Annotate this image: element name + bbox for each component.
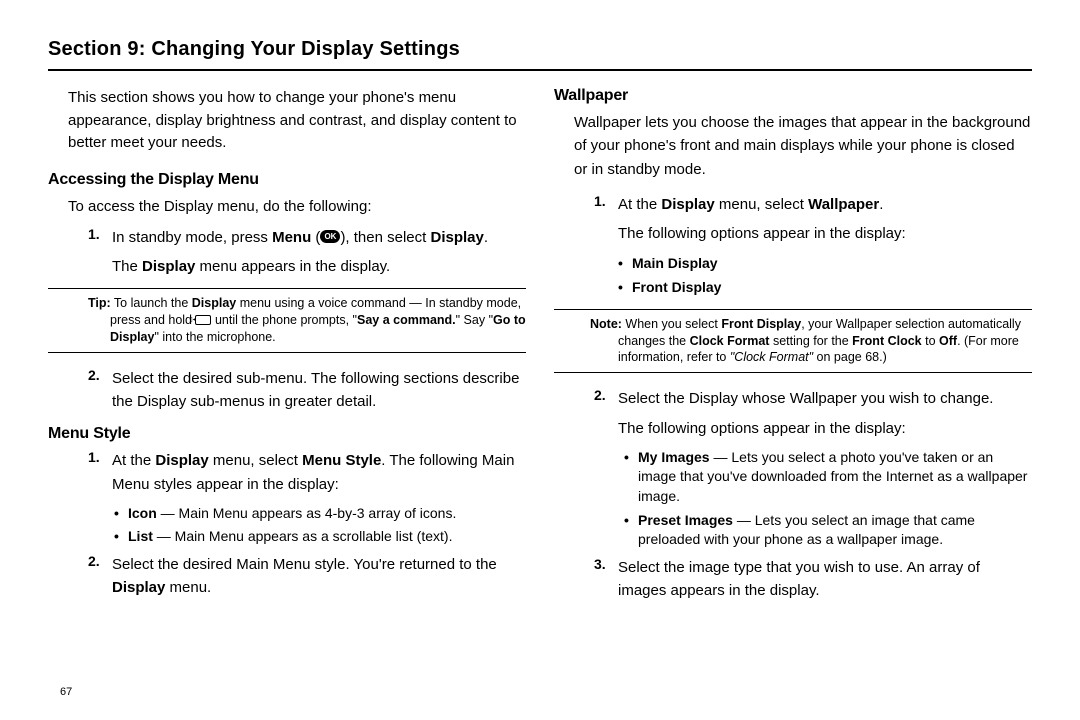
bold: Wallpaper — [808, 196, 879, 213]
bold: List — [128, 528, 153, 544]
title-rule — [48, 69, 1032, 71]
bold: Icon — [128, 505, 157, 521]
wallpaper-step-1: 1. At the Display menu, select Wallpaper… — [554, 193, 1032, 246]
bold: Say a command. — [357, 313, 456, 327]
accessing-step-2: 2. Select the desired sub-menu. The foll… — [48, 367, 526, 414]
wallpaper-bullet-front: Front Display — [554, 277, 1032, 299]
t: . — [484, 229, 488, 246]
accessing-lead: To access the Display menu, do the follo… — [48, 195, 526, 218]
subhead-wallpaper: Wallpaper — [554, 87, 1032, 105]
bold: Display — [155, 452, 208, 469]
page-number: 67 — [60, 686, 72, 698]
accessing-step-1: 1. In standby mode, press Menu (OK), the… — [48, 226, 526, 279]
step-text: At the Display menu, select Wallpaper. T… — [618, 193, 1032, 246]
t: ( — [311, 229, 320, 246]
bold: Main Display — [632, 255, 718, 271]
bold: Display — [192, 296, 236, 310]
t: until the phone prompts, " — [211, 313, 357, 327]
t: When you select — [622, 317, 721, 331]
t: Select the desired Main Menu style. You'… — [112, 556, 497, 573]
t: — Main Menu appears as 4-by-3 array of i… — [157, 505, 457, 521]
step-text: At the Display menu, select Menu Style. … — [112, 449, 526, 496]
note-label: Note: — [590, 317, 622, 331]
bold: Display — [430, 229, 483, 246]
wallpaper-bullet-main: Main Display — [554, 253, 1032, 275]
step-number: 3. — [594, 556, 606, 572]
t: At the — [618, 196, 661, 213]
step-number: 1. — [594, 193, 606, 209]
bold: Clock Format — [690, 334, 770, 348]
bold: Front Display — [721, 317, 801, 331]
voice-command-icon: ▯◂ — [195, 315, 211, 325]
t: In standby mode, press — [112, 229, 272, 246]
step-number: 1. — [88, 226, 100, 242]
tip-box: Tip: To launch the Display menu using a … — [48, 288, 526, 353]
bold: Preset Images — [638, 512, 733, 528]
t: To launch the — [111, 296, 192, 310]
t: menu, select — [715, 196, 808, 213]
content-columns: This section shows you how to change you… — [48, 87, 1032, 610]
wallpaper-step-2: 2. Select the Display whose Wallpaper yo… — [554, 387, 1032, 440]
wallpaper-bullet-preset: Preset Images — Lets you select an image… — [554, 511, 1032, 550]
bold: Off — [939, 334, 957, 348]
t: to — [922, 334, 939, 348]
bold: Display — [142, 258, 195, 275]
t: " into the microphone. — [154, 330, 275, 344]
t: The — [112, 258, 142, 275]
bold: Menu Style — [302, 452, 381, 469]
subhead-accessing: Accessing the Display Menu — [48, 171, 526, 189]
step-text: Select the Display whose Wallpaper you w… — [618, 387, 1032, 440]
ok-icon: OK — [320, 230, 340, 243]
tip-label: Tip: — [88, 296, 111, 310]
subhead-menu-style: Menu Style — [48, 425, 526, 443]
step-number: 2. — [88, 553, 100, 569]
bold: Front Display — [632, 279, 721, 295]
t: " Say " — [456, 313, 493, 327]
right-column: Wallpaper Wallpaper lets you choose the … — [554, 87, 1032, 610]
t: Select the Display whose Wallpaper you w… — [618, 390, 993, 407]
menustyle-bullet-icon: Icon — Main Menu appears as 4-by-3 array… — [48, 504, 526, 524]
menustyle-step-2: 2. Select the desired Main Menu style. Y… — [48, 553, 526, 600]
bold: Menu — [272, 229, 311, 246]
t: The following options appear in the disp… — [618, 222, 1032, 245]
left-column: This section shows you how to change you… — [48, 87, 526, 610]
italic: "Clock Format" — [730, 350, 813, 364]
bold: Display — [112, 579, 165, 596]
t: menu, select — [209, 452, 302, 469]
t: menu appears in the display. — [195, 258, 390, 275]
step-number: 1. — [88, 449, 100, 465]
step-text: Select the desired Main Menu style. You'… — [112, 553, 526, 600]
t: ), then select — [340, 229, 430, 246]
t: The following options appear in the disp… — [618, 417, 1032, 440]
wallpaper-bullet-myimages: My Images — Lets you select a photo you'… — [554, 448, 1032, 507]
step-number: 2. — [594, 387, 606, 403]
t: . — [879, 196, 883, 213]
section-intro: This section shows you how to change you… — [48, 87, 526, 155]
bold: My Images — [638, 449, 710, 465]
bold: Front Clock — [852, 334, 921, 348]
step-number: 2. — [88, 367, 100, 383]
wallpaper-intro: Wallpaper lets you choose the images tha… — [554, 111, 1032, 181]
t: setting for the — [769, 334, 852, 348]
t: menu. — [165, 579, 211, 596]
wallpaper-step-3: 3. Select the image type that you wish t… — [554, 556, 1032, 603]
menustyle-step-1: 1. At the Display menu, select Menu Styl… — [48, 449, 526, 496]
t: At the — [112, 452, 155, 469]
t: — Main Menu appears as a scrollable list… — [153, 528, 453, 544]
bold: Display — [661, 196, 714, 213]
step-text: Select the desired sub-menu. The followi… — [112, 367, 526, 414]
step-text: In standby mode, press Menu (OK), then s… — [112, 226, 526, 279]
section-title: Section 9: Changing Your Display Setting… — [48, 38, 1032, 61]
menustyle-bullet-list: List — Main Menu appears as a scrollable… — [48, 527, 526, 547]
note-box: Note: When you select Front Display, you… — [554, 309, 1032, 374]
step-text: Select the image type that you wish to u… — [618, 556, 1032, 603]
t: on page 68.) — [813, 350, 887, 364]
